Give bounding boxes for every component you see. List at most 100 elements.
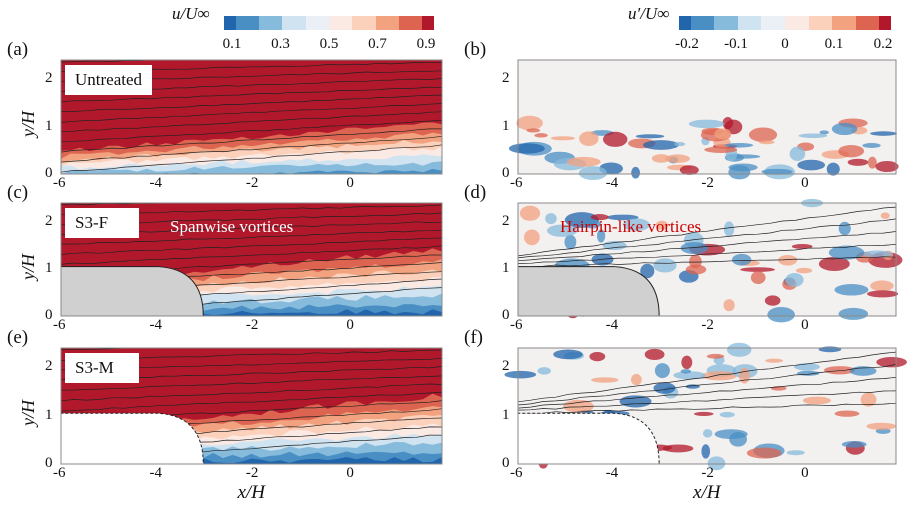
y-tick-label: 1	[502, 259, 510, 276]
contour-patch	[564, 234, 577, 250]
colorbar-tick: -0.2	[675, 36, 699, 52]
x-tick-label: -6	[53, 317, 66, 333]
x-tick-label: -4	[149, 175, 162, 191]
contour-patch	[860, 392, 877, 407]
x-tick-label: -2	[701, 465, 714, 481]
colorbar-swatch	[690, 16, 715, 30]
x-tick-label: -2	[701, 317, 714, 333]
x-tick-label: 0	[801, 317, 809, 333]
contour-patch	[653, 258, 677, 273]
contour-patch	[679, 165, 699, 175]
x-tick-label: -4	[605, 317, 619, 333]
x-tick-label: -2	[245, 465, 259, 481]
colorbar-swatch	[259, 16, 283, 30]
contour-patch	[728, 163, 758, 172]
x-tick-label: 0	[801, 465, 809, 481]
colorbar-swatch	[761, 16, 786, 30]
y-axis-label: y/H	[18, 400, 38, 426]
contour-patch	[785, 272, 804, 287]
contour-patch	[778, 254, 798, 266]
contour-patch	[701, 444, 711, 459]
contour-patch	[630, 373, 642, 386]
y-tick-label: 1	[45, 259, 53, 276]
contour-patch	[765, 358, 784, 363]
y-tick-label: 2	[45, 358, 53, 375]
contour-patch	[727, 342, 752, 357]
y-tick-label: 2	[45, 70, 53, 86]
contour-patch	[798, 133, 828, 139]
contour-patch	[758, 140, 775, 145]
colorbar-swatch	[398, 16, 423, 30]
x-tick-label: 0	[346, 175, 354, 191]
contour-patch	[680, 369, 692, 374]
contour-patch	[875, 160, 899, 173]
contour-patch	[704, 146, 738, 153]
contour-patch	[681, 355, 693, 370]
y-tick-label: 0	[45, 455, 53, 471]
contour-band	[61, 457, 442, 464]
colorbar-swatch	[808, 16, 833, 30]
contour-patch	[723, 299, 735, 312]
plot-frame	[517, 59, 897, 175]
panel-label: (d)	[464, 182, 487, 203]
contour-patch	[662, 444, 694, 453]
contour-patch	[880, 212, 890, 219]
contour-patch	[516, 115, 543, 131]
y-tick-label: 1	[45, 117, 53, 134]
streamline	[60, 237, 443, 255]
y-tick-label: 0	[45, 165, 53, 181]
contour-patch	[764, 295, 781, 306]
case-label: S3-F	[65, 208, 139, 238]
x-tick-label: -4	[605, 465, 619, 481]
contour-patch	[818, 256, 850, 271]
contour-patch	[680, 242, 709, 255]
contour-patch	[828, 245, 865, 260]
contour-plot	[508, 59, 899, 180]
contour-patch	[537, 367, 551, 375]
contour-patch	[653, 382, 676, 394]
y-tick-label: 0	[502, 455, 510, 471]
contour-patch	[786, 450, 805, 456]
case-label: S3-M	[65, 353, 139, 383]
contour-patch	[688, 119, 725, 129]
contour-patch	[642, 140, 679, 150]
streamline	[60, 103, 443, 123]
contour-patch	[590, 214, 609, 221]
plot-frame	[60, 59, 443, 175]
contour-patch	[831, 122, 858, 136]
contour-patch	[526, 128, 541, 133]
streamline	[60, 383, 443, 402]
streamline	[60, 144, 443, 173]
contour-band	[61, 168, 442, 174]
contour-patch	[761, 168, 793, 175]
contour-patch	[674, 142, 686, 147]
y-tick-label: 0	[502, 307, 510, 323]
streamline	[60, 111, 443, 133]
x-tick-label: 0	[801, 175, 809, 191]
panel-label: (b)	[464, 39, 487, 60]
contour-patch	[651, 154, 671, 163]
streamline	[517, 402, 897, 415]
streamline	[517, 390, 897, 411]
colorbar-swatch	[305, 16, 329, 30]
contour-patch	[738, 367, 750, 384]
contour-patch	[644, 348, 665, 361]
colorbar-tick: 0.1	[824, 36, 844, 52]
contour-plot	[504, 342, 907, 471]
contour-patch	[631, 166, 641, 179]
colorbar-tick: 0.7	[368, 36, 387, 52]
panel-label: (a)	[7, 39, 29, 60]
annotation: Hairpin-like vortices	[560, 217, 702, 236]
x-tick-label: -2	[701, 175, 714, 191]
contour-patch	[635, 134, 665, 139]
contour-patch	[693, 411, 714, 417]
contour-plot	[517, 198, 903, 323]
colorbar-swatch	[328, 16, 353, 30]
colorbar-label: u/U∞	[172, 4, 210, 23]
contour-patch	[722, 117, 734, 130]
contour-patch	[714, 429, 748, 440]
colorbar-tick: 0	[781, 36, 789, 52]
streamline	[60, 245, 443, 265]
contour-patch	[740, 267, 776, 272]
contour-patch	[563, 399, 594, 413]
